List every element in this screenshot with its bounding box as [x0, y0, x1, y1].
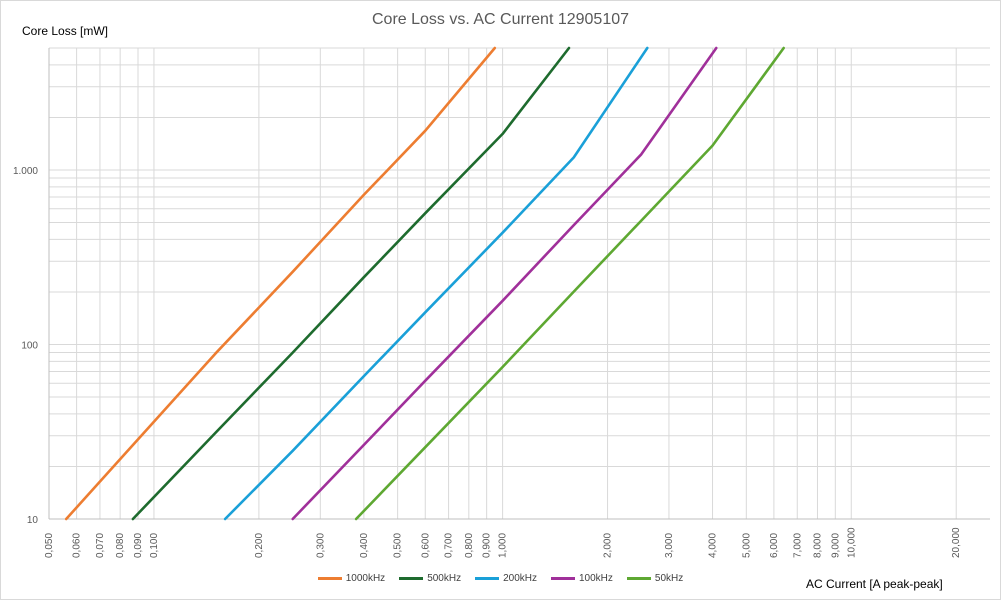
- x-tick-label: 6,000: [769, 533, 780, 558]
- y-axis-label: Core Loss [mW]: [22, 24, 109, 38]
- x-tick-label: 20,000: [951, 527, 962, 558]
- x-tick-label: 0,700: [444, 533, 455, 558]
- legend-item: 200kHz: [475, 573, 537, 584]
- x-tick-label: 0,800: [464, 533, 475, 558]
- legend: 1000kHz 500kHz 200kHz 100kHz 50kHz: [0, 573, 1001, 584]
- legend-item: 100kHz: [551, 573, 613, 584]
- legend-item: 500kHz: [399, 573, 461, 584]
- x-tick-label: 0,090: [133, 533, 144, 558]
- series-line-50kHz: [354, 46, 786, 521]
- x-tick-label: 5,000: [741, 533, 752, 558]
- x-tick-label: 1,000: [498, 533, 509, 558]
- legend-label: 500kHz: [427, 573, 462, 584]
- legend-item: 50kHz: [626, 573, 684, 584]
- series-layer: [64, 46, 786, 521]
- x-tick-label: 9,000: [830, 533, 841, 558]
- x-tick-label: 0,060: [72, 533, 83, 558]
- x-tick-label: 0,080: [115, 533, 126, 558]
- x-tick-label: 0,300: [315, 533, 326, 558]
- x-tick-label: 0,050: [44, 533, 55, 558]
- legend-swatch: [399, 577, 424, 580]
- x-tick-label: 8,000: [812, 533, 823, 558]
- chart-title: Core Loss vs. AC Current 12905107: [371, 11, 630, 28]
- x-tick-label: 2,000: [603, 533, 614, 558]
- series-line-200kHz: [223, 46, 649, 521]
- x-tick-label: 3,000: [664, 533, 675, 558]
- x-tick-label: 4,000: [708, 533, 719, 558]
- legend-swatch: [475, 577, 500, 580]
- y-tick-label: 1.000: [13, 166, 38, 177]
- legend-label: 100kHz: [579, 573, 613, 584]
- x-tick-label: 0,100: [149, 533, 160, 558]
- y-tick-label: 100: [21, 340, 38, 351]
- x-tick-label: 0,200: [254, 533, 265, 558]
- x-tick-label: 0,500: [393, 533, 404, 558]
- x-tick-label: 7,000: [792, 533, 803, 558]
- x-tick-label: 0,070: [95, 533, 106, 558]
- legend-item: 1000kHz: [317, 573, 386, 584]
- x-tick-label: 10,000: [846, 527, 857, 558]
- tick-layer: 10 100 1.000 0,050 0,060 0,070 0,080 0,090 0,100…: [13, 166, 962, 558]
- series-line-100kHz: [291, 46, 718, 521]
- legend-swatch: [317, 577, 342, 580]
- series-line-1000kHz: [64, 46, 497, 521]
- y-tick-label: 10: [27, 515, 39, 526]
- legend-label: 50kHz: [654, 573, 684, 584]
- x-tick-label: 0,600: [420, 533, 431, 558]
- series-line-500kHz: [131, 46, 571, 521]
- legend-label: 1000kHz: [345, 573, 386, 584]
- x-tick-label: 0,900: [482, 533, 493, 558]
- x-axis-label: AC Current [A peak-peak]: [806, 577, 943, 591]
- legend-swatch: [551, 577, 575, 580]
- legend-label: 200kHz: [503, 573, 537, 584]
- x-tick-label: 0,400: [359, 533, 370, 558]
- grid-layer: [48, 47, 990, 520]
- legend-swatch: [626, 577, 651, 580]
